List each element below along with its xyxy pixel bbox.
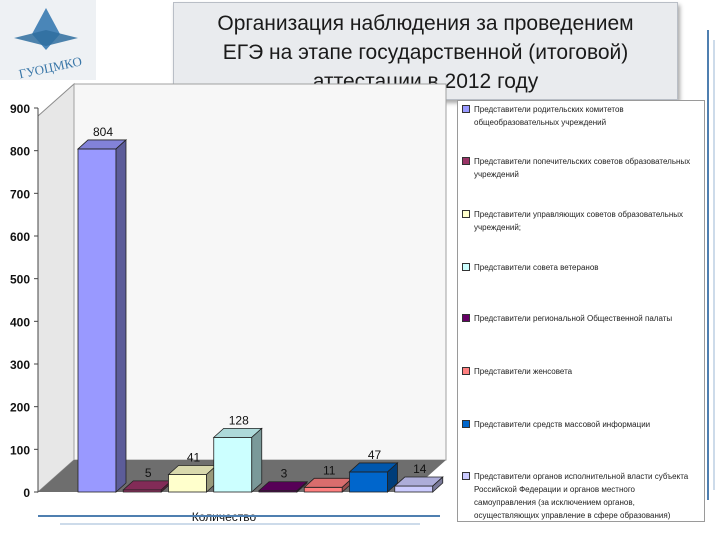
decorative-lines-bottom (38, 515, 440, 525)
legend-label-line: Представители женсовета (474, 367, 573, 376)
legend-label: Представители попечительских советов обр… (474, 155, 700, 181)
y-tick-label: 600 (10, 230, 30, 244)
y-tick-label: 900 (10, 102, 30, 116)
bar (167, 464, 218, 493)
bars-group (76, 139, 444, 493)
chart-side-wall (37, 82, 75, 494)
legend-swatch (462, 472, 470, 480)
bar (393, 476, 444, 493)
data-label: 5 (145, 466, 152, 480)
y-tick-label: 500 (10, 273, 30, 287)
logo-emblem-icon: ГУОЦМКО (14, 8, 83, 81)
legend-label-line: осуществляющих управление в сфере образо… (474, 511, 671, 520)
bar-front (303, 486, 343, 493)
legend-label-line: самоуправления (за исключением органов, (474, 498, 635, 507)
bar-front (213, 436, 253, 493)
y-tick-label: 300 (10, 358, 30, 372)
y-axis: 0 100 200 300 400 500 600 700 800 900 (10, 102, 39, 500)
logo: ГУОЦМКО (0, 0, 96, 81)
y-tick-label: 800 (10, 145, 30, 159)
legend-label: Представители региональной Общественной … (474, 312, 700, 325)
bar-side (432, 476, 444, 493)
legend-label: Представители средств массовой информаци… (474, 418, 700, 431)
data-label: 14 (413, 462, 427, 476)
data-label: 128 (229, 413, 249, 427)
legend-label-line: учреждений (474, 170, 519, 179)
legend: Представители родительских комитетов обще… (457, 100, 705, 522)
data-labels-group: 804 5 41 128 3 11 47 14 (93, 125, 427, 481)
y-tick-label: 400 (10, 315, 30, 329)
decorative-lines-right (707, 30, 715, 500)
bar-side (387, 462, 398, 493)
legend-swatch (462, 367, 470, 375)
bar-front (349, 471, 388, 493)
legend-label-line: Представители управляющих советов образо… (474, 210, 684, 219)
legend-label: Представители органов исполнительной вла… (474, 470, 700, 522)
data-label: 47 (368, 448, 382, 462)
data-label: 41 (187, 451, 201, 465)
y-tick-label: 200 (10, 401, 30, 415)
bar-front (77, 148, 117, 493)
legend-label-line: Представители органов исполнительной вла… (474, 472, 689, 481)
legend-label: Представители совета ветеранов (474, 261, 700, 274)
y-tick-label: 700 (10, 187, 30, 201)
legend-label-line: Представители региональной Общественной … (474, 314, 673, 323)
bar-front (394, 485, 434, 493)
legend-swatch (462, 314, 470, 322)
legend-label-line: Представители совета ветеранов (474, 263, 599, 272)
bar (303, 477, 354, 493)
bar (348, 462, 399, 493)
legend-swatch (462, 263, 470, 271)
data-label: 804 (93, 125, 113, 139)
legend-label: Представители управляющих советов образо… (474, 208, 700, 234)
title-line: ЕГЭ на этапе государственной (итоговой) (222, 41, 629, 64)
title-line: Организация наблюдения за проведением (217, 12, 634, 35)
y-tick-label: 100 (10, 443, 30, 457)
bar (257, 480, 309, 493)
legend-label-line: Представители родительских комитетов (474, 105, 624, 114)
legend-label-line: общеобразовательных учреждений (474, 118, 607, 127)
legend-label-line: Представители попечительских советов обр… (474, 157, 691, 166)
legend-swatch (462, 420, 470, 428)
legend-label: Представители родительских комитетов обще… (474, 103, 700, 129)
legend-label: Представители женсовета (474, 365, 700, 378)
bar-side (296, 480, 308, 493)
bar-front (168, 474, 207, 493)
y-tick-label: 0 (23, 486, 30, 500)
bar-side (115, 139, 127, 493)
legend-label-line: учреждений; (474, 223, 522, 232)
legend-swatch (462, 210, 470, 218)
chart-back-wall (73, 83, 447, 461)
data-label: 11 (323, 463, 336, 477)
legend-swatch (462, 105, 470, 113)
legend-label-line: Представители средств массовой информаци… (474, 420, 651, 429)
bar-side (251, 427, 263, 493)
legend-swatch (462, 157, 470, 165)
legend-label-line: Российской Федерации и органов местного (474, 485, 636, 494)
bar (122, 479, 173, 493)
bar (76, 139, 128, 493)
bar (212, 427, 263, 493)
data-label: 3 (281, 467, 288, 481)
